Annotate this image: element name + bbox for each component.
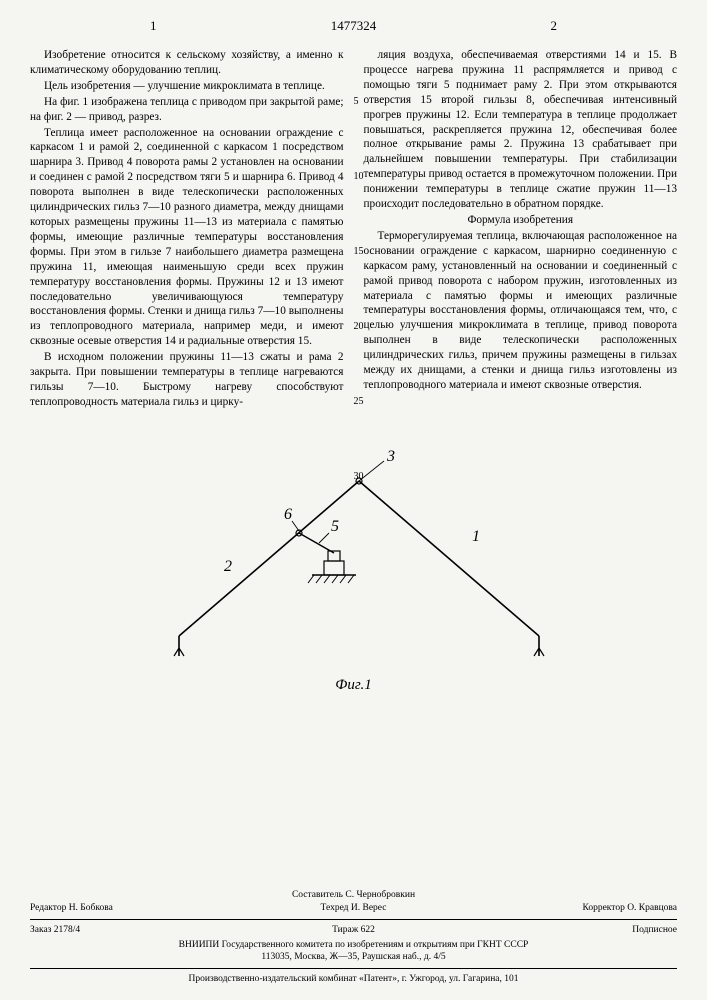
footer-tirazh: Тираж 622 <box>246 924 462 937</box>
footer-printer: Производственно-издательский комбинат «П… <box>30 973 677 986</box>
line-num: 30 <box>354 472 364 482</box>
label-6: 6 <box>284 506 292 523</box>
para: В исходном положении пружины 11—13 сжаты… <box>30 350 344 410</box>
page-number-left: 1 <box>150 18 157 34</box>
para: Теплица имеет расположенное на основании… <box>30 126 344 350</box>
divider <box>30 919 677 920</box>
line-num: 15 <box>354 247 364 257</box>
footer-order: Заказ 2178/4 <box>30 924 246 937</box>
para: Терморегулируемая теплица, включающая ра… <box>364 229 678 393</box>
line-num: 20 <box>354 322 364 332</box>
para: ляция воздуха, обеспечиваемая отверстиям… <box>364 48 678 212</box>
left-column: Изобретение относится к сельскому хозяйс… <box>30 48 344 411</box>
label-1: 1 <box>472 528 480 545</box>
line-num: 5 <box>354 97 359 107</box>
formula-heading: Формула изобретения <box>364 213 678 228</box>
para: На фиг. 1 изображена теплица с приводом … <box>30 95 344 125</box>
patent-number: 1477324 <box>331 18 377 33</box>
label-5: 5 <box>331 518 339 535</box>
figure-caption: Фиг.1 <box>30 677 677 694</box>
footer: Составитель С. Чернобровкин Редактор Н. … <box>30 889 677 986</box>
label-2: 2 <box>224 558 232 575</box>
footer-addr: 113035, Москва, Ж—35, Раушская наб., д. … <box>30 951 677 964</box>
right-column: ляция воздуха, обеспечиваемая отверстиям… <box>364 48 678 411</box>
footer-compiler: Составитель С. Чернобровкин <box>30 889 677 902</box>
para: Цель изобретения — улучшение микроклимат… <box>30 79 344 94</box>
line-num: 10 <box>354 172 364 182</box>
footer-corrector: Корректор О. Кравцова <box>461 902 677 915</box>
footer-org: ВНИИПИ Государственного комитета по изоб… <box>30 939 677 952</box>
footer-editor: Редактор Н. Бобкова <box>30 902 246 915</box>
page-header: 1 1477324 2 <box>30 18 677 34</box>
footer-tech: Техред И. Верес <box>246 902 462 915</box>
footer-print-info: Заказ 2178/4 Тираж 622 Подписное <box>30 924 677 937</box>
divider <box>30 968 677 969</box>
footer-subscription: Подписное <box>461 924 677 937</box>
label-3: 3 <box>386 448 395 465</box>
footer-credits: Редактор Н. Бобкова Техред И. Верес Корр… <box>30 902 677 915</box>
para: Изобретение относится к сельскому хозяйс… <box>30 48 344 78</box>
page-number-right: 2 <box>551 18 558 34</box>
line-num: 25 <box>354 397 364 407</box>
